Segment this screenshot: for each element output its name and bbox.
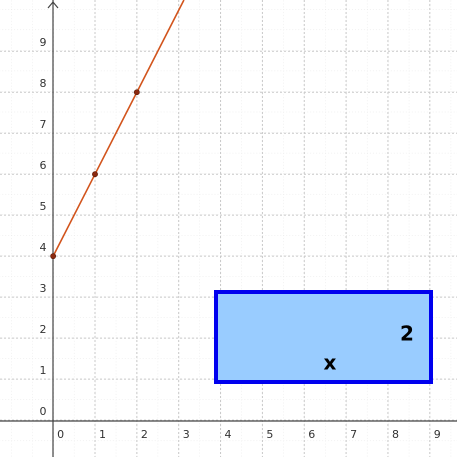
point [50,253,57,260]
point [133,89,140,96]
y-tick-label: 1 [40,364,47,377]
x-tick-label: 0 [57,428,64,441]
point [92,171,98,178]
annotation: 2 [400,322,414,346]
annotation: x [324,351,337,375]
text-box[interactable] [214,290,433,384]
plot [50,0,185,260]
y-tick-label: 3 [40,282,47,295]
y-tick-label: 0 [40,405,47,418]
x-tick-label: 9 [434,428,441,441]
y-tick-label: 8 [40,77,47,90]
x-tick-label: 3 [183,428,190,441]
y-tick-label: 9 [40,36,47,49]
x-tick-label: 5 [266,428,273,441]
x-tick-label: 8 [392,428,399,441]
y-tick-label: 7 [40,118,47,131]
x-tick-label: 4 [225,428,232,441]
y-tick-label: 2 [40,323,47,336]
x-tick-label: 6 [308,428,315,441]
y-tick-label: 6 [40,159,47,172]
x-tick-label: 7 [350,428,357,441]
y-tick-label: 5 [40,200,47,213]
y-tick-label: 4 [40,241,47,254]
x-tick-label: 1 [99,428,106,441]
x-tick-label: 2 [141,428,148,441]
axis-arrow [47,1,59,9]
line-extension [136,0,185,93]
